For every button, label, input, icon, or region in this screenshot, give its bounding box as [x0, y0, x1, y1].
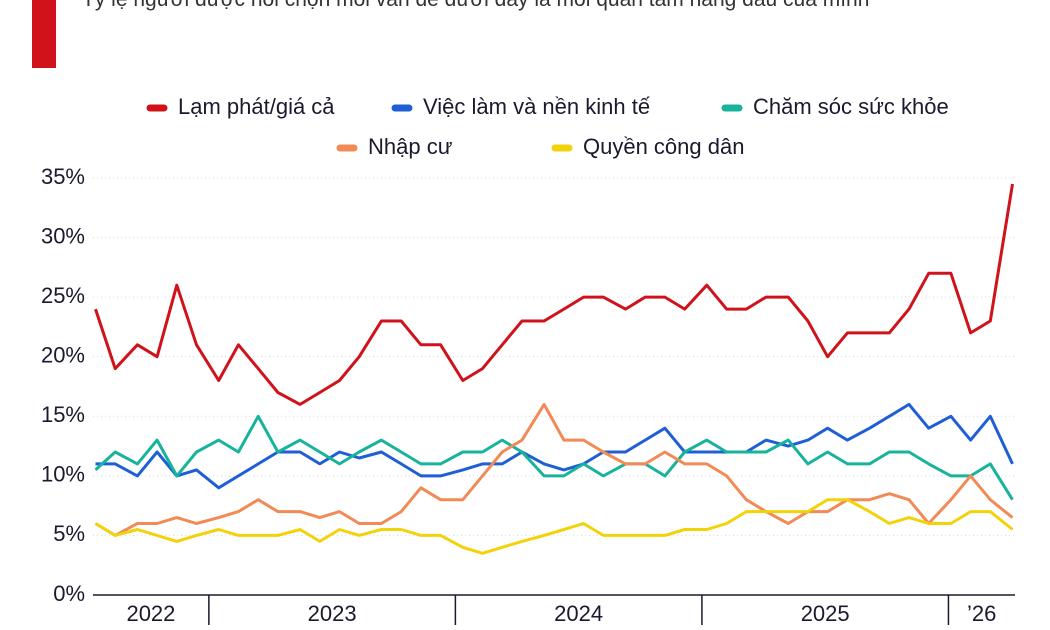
- series-line: [95, 402, 1014, 490]
- series-line: [94, 402, 1014, 537]
- x-tick-label: ’26: [967, 601, 996, 626]
- y-tick-label: 25%: [41, 283, 85, 308]
- legend-label: Việc làm và nền kinh tế: [423, 94, 650, 119]
- series-line: [94, 498, 1014, 555]
- y-tick-label: 0%: [53, 581, 85, 606]
- y-tick-label: 5%: [53, 521, 85, 546]
- y-tick-label: 30%: [41, 223, 85, 248]
- chart-subtitle: Tỷ lệ người được hỏi chọn mỗi vấn đề dướ…: [82, 0, 869, 11]
- y-tick-label: 35%: [41, 164, 85, 189]
- y-tick-label: 15%: [41, 402, 85, 427]
- series-line: [94, 414, 1014, 501]
- legend-label: Chăm sóc sức khỏe: [753, 94, 949, 119]
- series-line: [94, 183, 1014, 406]
- accent-bar: [32, 0, 56, 68]
- legend-label: Quyền công dân: [583, 134, 744, 159]
- x-tick-label: 2025: [801, 601, 850, 626]
- legend-label: Lạm phát/giá cả: [178, 94, 335, 119]
- x-tick-label: 2022: [126, 601, 175, 626]
- y-tick-label: 10%: [41, 462, 85, 487]
- x-tick-label: 2023: [308, 601, 357, 626]
- y-tick-label: 20%: [41, 343, 85, 368]
- x-tick-label: 2024: [554, 601, 603, 626]
- legend-label: Nhập cư: [368, 134, 453, 159]
